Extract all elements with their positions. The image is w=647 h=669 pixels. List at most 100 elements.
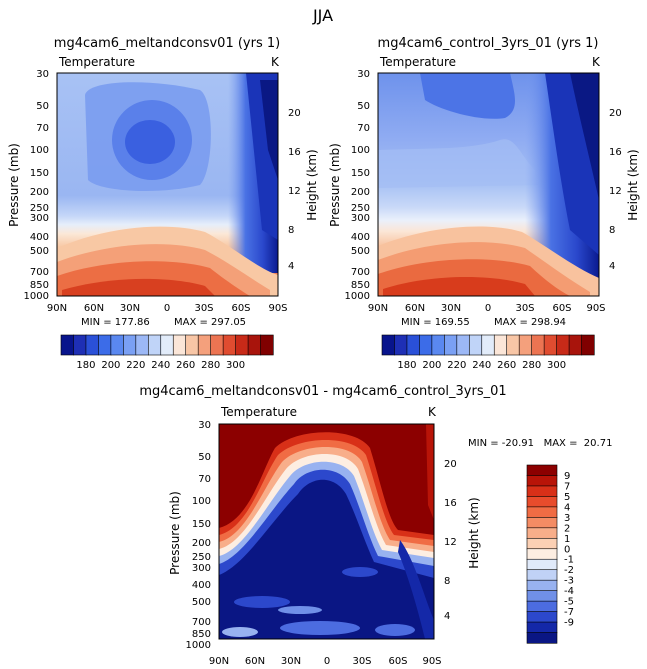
colorbar-swatch: [526, 579, 558, 592]
y-tick-label: 70: [198, 474, 211, 485]
colorbar-label: 2: [564, 523, 570, 534]
panel-2: mg4cam6_control_3yrs_01 (yrs 1) Temperat…: [328, 36, 640, 328]
colorbar-swatch: [135, 334, 149, 356]
colorbar-swatch: [526, 621, 558, 634]
panel-1-ylabel: Pressure (mb): [7, 143, 21, 227]
x-tick-label: 90S: [268, 303, 287, 314]
colorbar-swatch: [526, 569, 558, 581]
colorbar-swatch: [526, 475, 558, 487]
y-tick-label: 70: [36, 123, 49, 134]
x-tick-label: 0: [485, 303, 491, 314]
colorbar-temperature-1: 180 200 220 240 260 280 300: [60, 334, 274, 371]
colorbar-label: 220: [447, 360, 466, 371]
x-tick-label: 30S: [352, 656, 371, 667]
y-tick-label: 30: [36, 69, 49, 80]
x-tick-label: 30N: [120, 303, 140, 314]
height-tick-label: 12: [444, 537, 457, 548]
colorbar-label: -2: [564, 565, 574, 576]
colorbar-label: 200: [101, 360, 120, 371]
colorbar-swatch: [394, 334, 408, 356]
colorbar-swatch: [98, 334, 112, 356]
colorbar-label: -4: [564, 586, 574, 597]
colorbar-swatch: [526, 485, 558, 498]
colorbar-label: -9: [564, 618, 574, 629]
colorbar-swatch: [526, 496, 558, 508]
colorbar-label: 260: [497, 360, 516, 371]
colorbar-swatch: [381, 334, 396, 356]
colorbar-swatch: [172, 334, 187, 356]
colorbar-swatch: [526, 527, 558, 539]
colorbar-swatch: [526, 537, 558, 550]
panel-1-height-ticks: 20 16 12 8 4: [288, 108, 301, 272]
colorbar-label: 0: [564, 544, 570, 555]
x-tick-label: 90N: [209, 656, 229, 667]
y-tick-label: 250: [30, 203, 49, 214]
colorbar-swatch: [481, 334, 495, 356]
colorbar-swatch: [456, 334, 470, 356]
x-tick-label: 30S: [515, 303, 534, 314]
colorbar-swatch: [222, 334, 237, 356]
panel-1-x-ticks: 90N 60N 30N 0 30S 60S 90S: [47, 303, 288, 314]
colorbar-label: 200: [422, 360, 441, 371]
colorbar-label: -7: [564, 607, 574, 618]
height-tick-label: 16: [609, 147, 622, 158]
x-tick-label: 60N: [245, 656, 265, 667]
y-tick-label: 700: [351, 267, 370, 278]
y-tick-label: 300: [192, 563, 211, 574]
colorbar-label: 280: [522, 360, 541, 371]
colorbar-swatch: [526, 632, 558, 644]
colorbar-swatch: [444, 334, 458, 356]
height-tick-label: 4: [609, 261, 615, 272]
panel-2-units: K: [592, 55, 601, 69]
colorbar-label: 280: [201, 360, 220, 371]
height-tick-label: 8: [288, 225, 294, 236]
panel-2-ylabel-right: Height (km): [626, 149, 640, 220]
panel-2-title: mg4cam6_control_3yrs_01 (yrs 1): [378, 36, 599, 51]
panel-1-units: K: [271, 55, 280, 69]
y-tick-label: 1000: [345, 291, 370, 302]
colorbar-swatch: [147, 334, 162, 356]
colorbar-swatch: [406, 334, 421, 356]
panel-1-field: [57, 73, 278, 296]
colorbar-label: 1: [564, 534, 570, 545]
x-tick-label: 30N: [441, 303, 461, 314]
colorbar-swatch: [235, 334, 249, 356]
colorbar-swatch: [568, 334, 583, 356]
panel-1-title: mg4cam6_meltandconsv01 (yrs 1): [54, 36, 280, 51]
colorbar-swatch: [526, 558, 558, 571]
height-tick-label: 4: [444, 611, 450, 622]
panel-2-variable: Temperature: [379, 55, 456, 69]
panel-3-ylabel-right: Height (km): [467, 497, 481, 568]
colorbar-swatch: [468, 334, 483, 356]
colorbar-swatch: [543, 334, 558, 356]
x-tick-label: 0: [324, 656, 330, 667]
y-tick-label: 250: [351, 203, 370, 214]
x-tick-label: 90N: [47, 303, 67, 314]
y-tick-label: 70: [357, 123, 370, 134]
colorbar-swatch: [431, 334, 445, 356]
x-tick-label: 60S: [388, 656, 407, 667]
panel-3-height-ticks: 20 16 12 8 4: [444, 459, 457, 622]
colorbar-swatch: [518, 334, 533, 356]
x-tick-label: 60N: [405, 303, 425, 314]
colorbar-label: 240: [151, 360, 170, 371]
panel-2-field: [378, 73, 599, 296]
y-tick-label: 500: [351, 246, 370, 257]
panel-3-y-ticks: 30 50 70 100 150 200 250 300 400 500 700…: [186, 420, 211, 651]
y-tick-label: 30: [357, 69, 370, 80]
panel-1-min: MIN = 177.86: [81, 317, 150, 328]
x-tick-label: 90S: [586, 303, 605, 314]
x-tick-label: 60S: [231, 303, 250, 314]
panel-1-y-ticks: 30 50 70 100 150 200 250 300 400 500 700…: [24, 69, 49, 302]
colorbar-swatch: [526, 548, 558, 560]
height-tick-label: 20: [288, 108, 301, 119]
height-tick-label: 20: [444, 459, 457, 470]
colorbar-label: 7: [564, 481, 570, 492]
colorbar-swatch: [531, 334, 545, 356]
height-tick-label: 12: [609, 186, 622, 197]
colorbar-swatch: [197, 334, 212, 356]
colorbar-label: -5: [564, 597, 574, 608]
colorbar-label: 180: [76, 360, 95, 371]
y-tick-label: 1000: [24, 291, 49, 302]
